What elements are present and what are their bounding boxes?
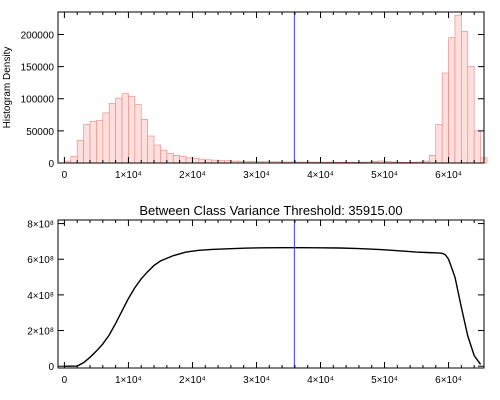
histogram-bar (102, 112, 110, 164)
histogram-bar (83, 124, 91, 164)
variance-plot-frame (57, 219, 485, 369)
variance-x-axis-ticks: 0 1×10⁴ 2×10⁴ 3×10⁴ 4×10⁴ 5×10⁴ 6×10⁴ (62, 220, 475, 386)
histogram-bar (185, 157, 193, 164)
variance-x-tick-label: 4×10⁴ (307, 375, 334, 386)
histogram-bar (160, 149, 168, 164)
histogram-y-axis-ticks: 0 50000 100000 150000 200000 (21, 30, 484, 170)
histogram-bar (70, 156, 78, 164)
histogram-bar (198, 158, 206, 164)
histogram-bar (441, 72, 449, 164)
variance-y-tick-label: 2×10⁸ (27, 327, 54, 338)
histogram-plot-frame (57, 11, 485, 164)
histogram-bar (448, 37, 456, 164)
histogram-bar (76, 140, 84, 164)
histogram-panel: 0 1×10⁴ 2×10⁴ 3×10⁴ 4×10⁴ 5×10⁴ 6×10⁴ 0 50000 10… (2, 11, 488, 181)
histogram-bars (64, 14, 488, 164)
histogram-bar (166, 153, 174, 164)
histogram-y-tick-label: 200000 (21, 30, 55, 41)
histogram-bar (192, 158, 200, 164)
histogram-y-tick-label: 150000 (21, 63, 55, 74)
histogram-x-tick-label: 2×10⁴ (179, 170, 206, 181)
variance-x-tick-label: 6×10⁴ (435, 375, 462, 386)
histogram-x-tick-label: 3×10⁴ (243, 170, 270, 181)
variance-chart-title: Between Class Variance Threshold: 35915.… (139, 203, 402, 218)
histogram-bar (147, 135, 155, 164)
histogram-x-axis-ticks: 0 1×10⁴ 2×10⁴ 3×10⁴ 4×10⁴ 5×10⁴ 6×10⁴ (62, 12, 475, 181)
histogram-y-axis-title: Histogram Density (2, 47, 13, 129)
variance-x-tick-label: 2×10⁴ (179, 375, 206, 386)
variance-y-tick-label: 4×10⁸ (27, 291, 54, 302)
variance-x-tick-label: 5×10⁴ (371, 375, 398, 386)
histogram-y-tick-label: 100000 (21, 95, 55, 106)
histogram-bar (454, 14, 462, 164)
histogram-bar (429, 154, 437, 164)
histogram-bar (179, 156, 187, 164)
histogram-bar (153, 144, 161, 164)
histogram-x-tick-label: 0 (62, 170, 68, 181)
variance-y-axis-ticks: 0 2×10⁸ 4×10⁸ 6×10⁸ 8×10⁸ (27, 220, 484, 373)
variance-y-tick-label: 8×10⁸ (27, 220, 54, 231)
histogram-y-tick-label: 50000 (26, 127, 54, 138)
histogram-bar (461, 30, 469, 164)
histogram-bar (134, 104, 142, 164)
variance-y-tick-label: 0 (48, 362, 54, 373)
histogram-bar (467, 66, 475, 164)
histogram-bar (115, 97, 123, 164)
histogram-x-tick-label: 4×10⁴ (307, 170, 334, 181)
histogram-bar (121, 93, 129, 164)
histogram-bar (140, 119, 148, 164)
histogram-bar (108, 102, 116, 164)
histogram-bar (473, 130, 481, 164)
histogram-x-tick-label: 5×10⁴ (371, 170, 398, 181)
variance-x-tick-label: 3×10⁴ (243, 375, 270, 386)
variance-panel: Between Class Variance Threshold: 35915.… (27, 203, 485, 386)
histogram-bar (128, 95, 136, 164)
variance-y-tick-label: 6×10⁸ (27, 255, 54, 266)
variance-x-tick-label: 0 (62, 375, 68, 386)
variance-curve (64, 246, 482, 367)
histogram-bar (435, 124, 443, 164)
histogram-y-tick-label: 0 (48, 159, 54, 170)
histogram-bar (89, 120, 97, 164)
histogram-x-tick-label: 6×10⁴ (435, 170, 462, 181)
histogram-x-tick-label: 1×10⁴ (115, 170, 142, 181)
variance-x-tick-label: 1×10⁴ (115, 375, 142, 386)
histogram-bar (172, 154, 180, 164)
histogram-bar (96, 120, 104, 164)
